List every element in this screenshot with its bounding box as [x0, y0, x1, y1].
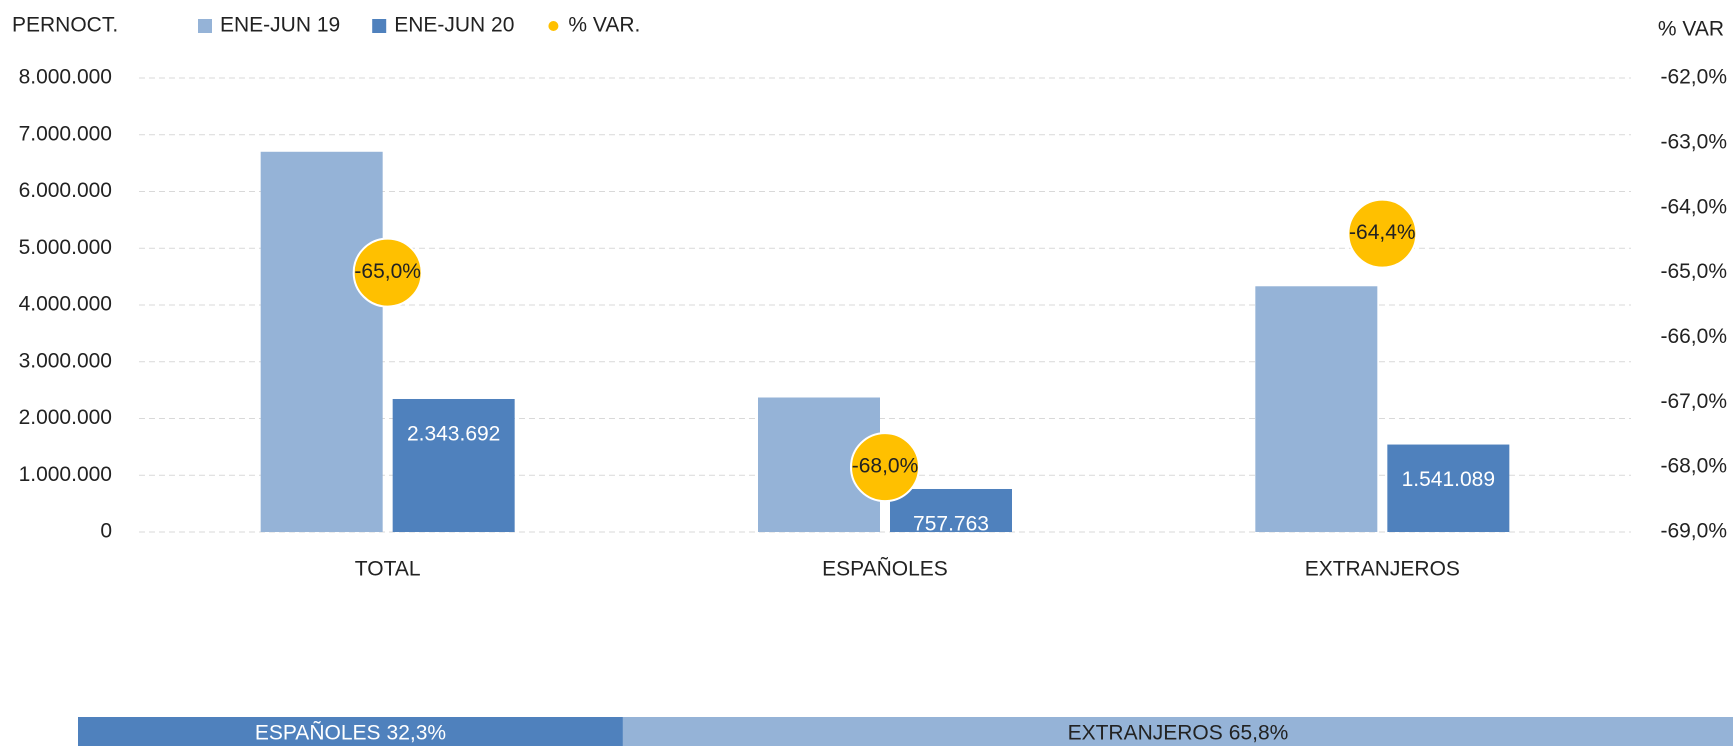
data-label: 1.541.089: [1402, 468, 1495, 491]
y2-tick-label: -69,0%: [1660, 520, 1727, 543]
x-tick-label: TOTAL: [355, 558, 421, 581]
share-segment: [78, 717, 623, 746]
y-tick-label: 8.000.000: [19, 66, 112, 89]
y2-tick-label: -62,0%: [1660, 66, 1727, 89]
bar: [1387, 444, 1510, 532]
y-tick-label: 2.000.000: [19, 406, 112, 429]
y-tick-label: 3.000.000: [19, 349, 112, 372]
share-name: ESPAÑOLES: [255, 720, 381, 744]
y2-tick-label: -67,0%: [1660, 390, 1727, 413]
y-axis-title: PERNOCT.: [12, 14, 118, 37]
legend-label: ENE-JUN 20: [394, 14, 514, 37]
bar: [890, 488, 1012, 532]
share-label: ESPAÑOLES 32,3%: [255, 720, 446, 744]
bar: [260, 151, 383, 532]
data-label: -64,4%: [1349, 221, 1416, 244]
y2-axis-title: % VAR: [1658, 18, 1724, 41]
legend-marker: [198, 19, 212, 33]
bar: [392, 398, 515, 532]
y2-tick-label: -66,0%: [1660, 325, 1727, 348]
y2-tick-label: -63,0%: [1660, 130, 1727, 153]
var-dot: [1347, 198, 1418, 269]
y2-tick-label: -65,0%: [1660, 260, 1727, 283]
legend-marker: [548, 21, 559, 31]
data-label: 757.763: [913, 513, 989, 536]
legend-marker: [372, 19, 387, 33]
x-tick-label: EXTRANJEROS: [1305, 558, 1460, 581]
data-label: 2.343.692: [407, 423, 500, 446]
y-tick-label: 0: [100, 520, 112, 543]
legend-label: ENE-JUN 19: [220, 14, 340, 37]
y-tick-label: 7.000.000: [19, 122, 112, 145]
var-dot: [850, 432, 920, 503]
y-tick-label: 5.000.000: [19, 236, 112, 259]
share-name: EXTRANJEROS: [1068, 721, 1223, 744]
x-tick-label: ESPAÑOLES: [822, 557, 948, 581]
y2-tick-label: -64,0%: [1660, 195, 1727, 218]
share-segment: [622, 717, 1733, 746]
y2-tick-label: -68,0%: [1660, 455, 1727, 478]
share-label: EXTRANJEROS 65,8%: [1068, 721, 1289, 744]
share-value: 32,3%: [387, 721, 447, 744]
data-label: -65,0%: [354, 260, 421, 283]
share-value: 65,8%: [1229, 721, 1289, 744]
y-tick-label: 1.000.000: [19, 463, 112, 486]
legend-label: % VAR.: [568, 14, 640, 37]
bar: [1255, 286, 1378, 532]
y-tick-label: 6.000.000: [19, 179, 112, 202]
var-dot: [352, 237, 423, 308]
data-label: -68,0%: [852, 455, 919, 478]
y-tick-label: 4.000.000: [19, 293, 112, 316]
